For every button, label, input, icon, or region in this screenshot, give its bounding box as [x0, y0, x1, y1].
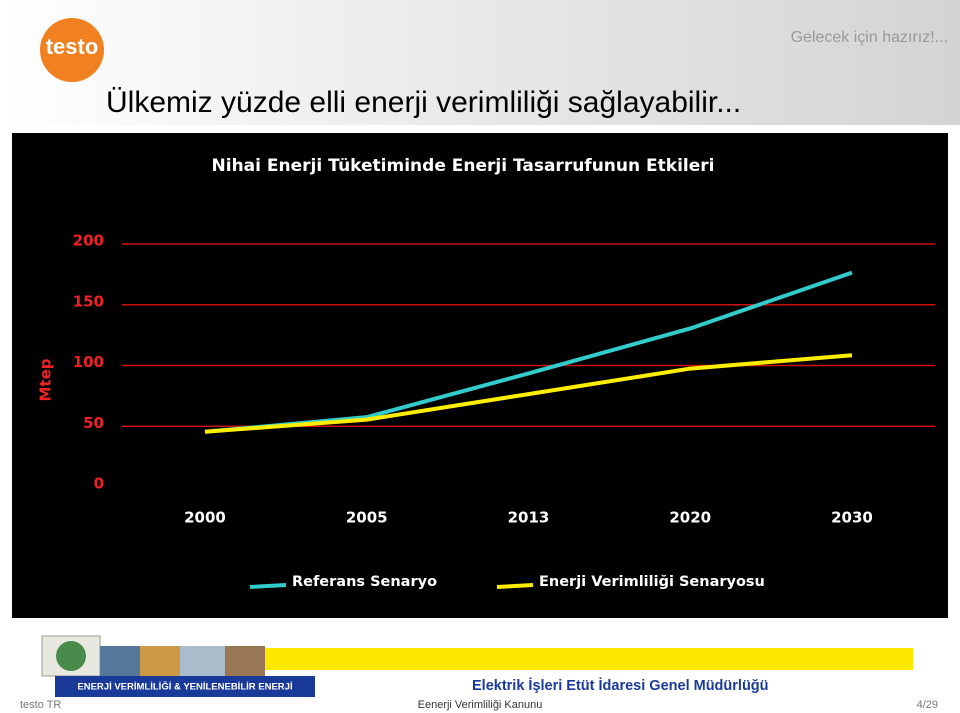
banner-right: Elektrik İşleri Etüt İdaresi Genel Müdür…	[472, 677, 769, 694]
y-axis-label: Mtep	[37, 358, 55, 401]
tagline: Gelecek için hazırız!...	[791, 29, 948, 46]
y-tick-label: 50	[83, 414, 104, 432]
logo: testo	[46, 34, 99, 59]
photo	[100, 646, 140, 676]
x-tick-label: 2030	[831, 509, 873, 527]
banner-left: ENERJİ VERİMLİLİĞİ & YENİLENEBİLİR ENERJ…	[77, 681, 292, 693]
chart-title: Nihai Enerji Tüketiminde Enerji Tasarruf…	[212, 156, 715, 176]
chart-background	[12, 133, 948, 618]
legend-label: Referans Senaryo	[292, 574, 437, 590]
emblem-seal	[56, 641, 86, 671]
photo	[180, 646, 225, 676]
plot: 0 50 100 150 200 2000 2005 2013 2020 2030 Referans…	[73, 232, 935, 590]
photo	[140, 646, 180, 676]
y-tick-label: 150	[73, 292, 104, 310]
y-tick-label: 100	[73, 353, 104, 371]
legend-swatch	[249, 583, 287, 589]
x-tick-label: 2000	[184, 509, 226, 527]
legend-label: Enerji Verimliliği Senaryosu	[539, 574, 765, 590]
x-tick-label: 2020	[669, 509, 711, 527]
series-line	[204, 353, 853, 434]
legend-swatch	[496, 583, 534, 589]
header-band	[0, 0, 960, 125]
slide-title: Ülkemiz yüzde elli enerji verimliliği sa…	[106, 86, 741, 119]
logo-circle	[40, 18, 104, 82]
banner-box	[55, 676, 315, 697]
footer-center: Eenerji Verimliliği Kanunu	[418, 699, 543, 711]
yellow-band	[265, 648, 913, 670]
y-tick-label: 0	[94, 475, 104, 493]
photo	[225, 646, 265, 676]
x-tick-label: 2005	[346, 509, 388, 527]
page-number: 4/29	[917, 699, 938, 711]
x-tick-label: 2013	[508, 509, 550, 527]
y-tick-label: 200	[73, 232, 104, 250]
footer-left: testo TR	[20, 699, 61, 711]
